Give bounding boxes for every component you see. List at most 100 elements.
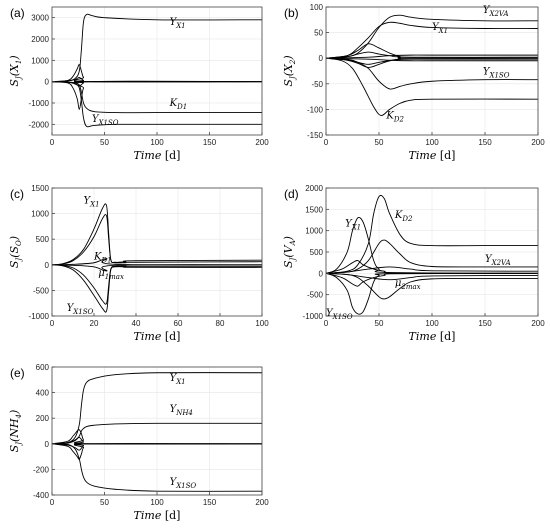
series-line-unnamed-6 [326, 272, 538, 287]
curve-annotation: YX1SO [170, 477, 197, 490]
curve-annotation: KD1 [93, 252, 112, 265]
x-tick-label: 0 [50, 498, 55, 507]
panel-label: (c) [10, 187, 24, 201]
y-tick-label: 0 [45, 440, 50, 449]
series-line-unnamed-6 [52, 443, 262, 451]
x-tick-label: 0 [50, 319, 55, 328]
series-line--1max [52, 264, 262, 305]
panel-label: (e) [10, 366, 25, 380]
curve-annotation: YX1 [84, 195, 100, 208]
y-axis-label: SJ(SO) [8, 236, 23, 268]
x-tick-label: 200 [531, 319, 545, 328]
x-tick-label: 150 [203, 138, 217, 147]
curve-annotation: YX1 [432, 22, 448, 35]
series-line-y-x1so [52, 81, 262, 128]
curve-annotation: YX2VA [485, 254, 511, 267]
panel-e: 0 50 100 150 200 -400 -200 0 200 400 600 (e) SJ(NH4)… [8, 363, 269, 522]
y-tick-label: -1000 [29, 312, 50, 321]
series-group [52, 203, 262, 313]
y-tick-label: -50 [311, 80, 323, 89]
series-line-unnamed-5 [326, 57, 538, 68]
y-tick-label: 0 [45, 78, 50, 87]
series-line-y-x1so [52, 264, 262, 313]
y-axis-label: SJ(NH4) [8, 410, 23, 453]
series-group [52, 372, 262, 492]
x-tick-label: 50 [375, 319, 384, 328]
x-tick-label: 200 [255, 138, 269, 147]
y-tick-label: -1000 [303, 312, 324, 321]
x-tick-label: 60 [174, 319, 183, 328]
series-line-unnamed-7 [326, 266, 538, 274]
y-tick-label: 0 [45, 261, 50, 270]
series-line-y-x1 [52, 372, 262, 445]
curve-annotation: μ2max [395, 278, 421, 291]
y-tick-label: -500 [33, 286, 50, 295]
series-line-y-nh4 [52, 422, 262, 445]
series-line-unnamed-9 [326, 57, 538, 62]
x-axis-label: Time [d] [134, 330, 181, 343]
x-axis-label: Time [d] [409, 149, 456, 162]
curve-annotation: YX1SO [92, 114, 119, 127]
curve-annotation: YX1SO [326, 308, 353, 321]
y-axis-label: SJ(X1) [8, 55, 23, 86]
y-tick-label: -500 [307, 291, 324, 300]
x-axis-label: Time [d] [134, 149, 181, 162]
x-tick-label: 20 [90, 319, 99, 328]
panel-label: (d) [284, 187, 299, 201]
y-tick-label: 2000 [305, 184, 323, 193]
curve-annotation: YX2VA [483, 5, 509, 18]
y-axis-label: SJ(VA) [282, 236, 297, 268]
panel-c: 0 20 40 60 80 100 -1000 -500 0 500 1000 1500 (c) SJ(S… [8, 184, 269, 343]
series-line-k-d2 [326, 194, 538, 274]
x-tick-label: 40 [132, 319, 141, 328]
y-tick-label: 50 [314, 29, 323, 38]
curve-annotation: μ1max [98, 268, 124, 281]
panel-d: 0 50 100 150 200 -1000 -500 0 500 1000 1500 2000 (d)… [282, 184, 545, 343]
y-tick-label: -400 [33, 491, 50, 500]
series-line-unnamed-6 [326, 51, 538, 59]
x-tick-label: 200 [531, 138, 545, 147]
panel-b: 0 50 100 150 200 -150 -100 -50 0 50 100 (b) SJ(X2) Ti… [282, 3, 545, 162]
x-tick-label: 100 [255, 319, 269, 328]
y-axis-label: SJ(X2) [282, 55, 297, 86]
x-tick-label: 100 [425, 319, 439, 328]
x-tick-label: 50 [375, 138, 384, 147]
y-tick-label: 0 [319, 54, 324, 63]
x-tick-label: 150 [478, 319, 492, 328]
series-line-k-d2 [326, 57, 538, 116]
y-tick-label: 1500 [305, 205, 323, 214]
curve-annotation: YX1 [170, 17, 186, 30]
x-tick-label: 100 [150, 498, 164, 507]
y-tick-label: 1000 [305, 227, 323, 236]
panel-a: 0 50 100 150 200 -2000 -1000 0 1000 2000 3000 (a) SJ… [8, 6, 269, 162]
curve-annotation: YX1 [170, 373, 186, 386]
series-line-y-x1so [326, 272, 538, 315]
plot-frame [51, 187, 263, 317]
x-tick-label: 100 [150, 138, 164, 147]
series-line-y-x2va [326, 239, 538, 274]
curve-annotation: KD1 [169, 98, 188, 111]
series-line-k-d1 [52, 214, 262, 266]
y-tick-label: -100 [307, 105, 324, 114]
x-tick-label: 100 [425, 138, 439, 147]
y-tick-label: 3000 [31, 14, 49, 23]
x-tick-label: 0 [324, 138, 329, 147]
series-line-y-x1 [52, 13, 262, 83]
x-tick-label: 80 [216, 319, 225, 328]
panel-label: (a) [10, 6, 25, 20]
x-tick-label: 150 [478, 138, 492, 147]
y-tick-label: 500 [310, 248, 324, 257]
y-tick-label: 2000 [31, 35, 49, 44]
x-axis-label: Time [d] [409, 330, 456, 343]
x-tick-label: 150 [203, 498, 217, 507]
series-line-unnamed-5 [52, 264, 262, 272]
series-line-y-x1 [326, 21, 538, 59]
y-tick-label: -1000 [29, 99, 50, 108]
curve-annotation: YNH4 [170, 404, 193, 417]
series-line-unnamed-8 [326, 54, 538, 59]
panel-label: (b) [284, 6, 299, 20]
x-tick-label: 0 [50, 138, 55, 147]
y-tick-label: 1500 [31, 184, 49, 193]
y-tick-label: 200 [36, 414, 50, 423]
y-tick-label: 1000 [31, 210, 49, 219]
